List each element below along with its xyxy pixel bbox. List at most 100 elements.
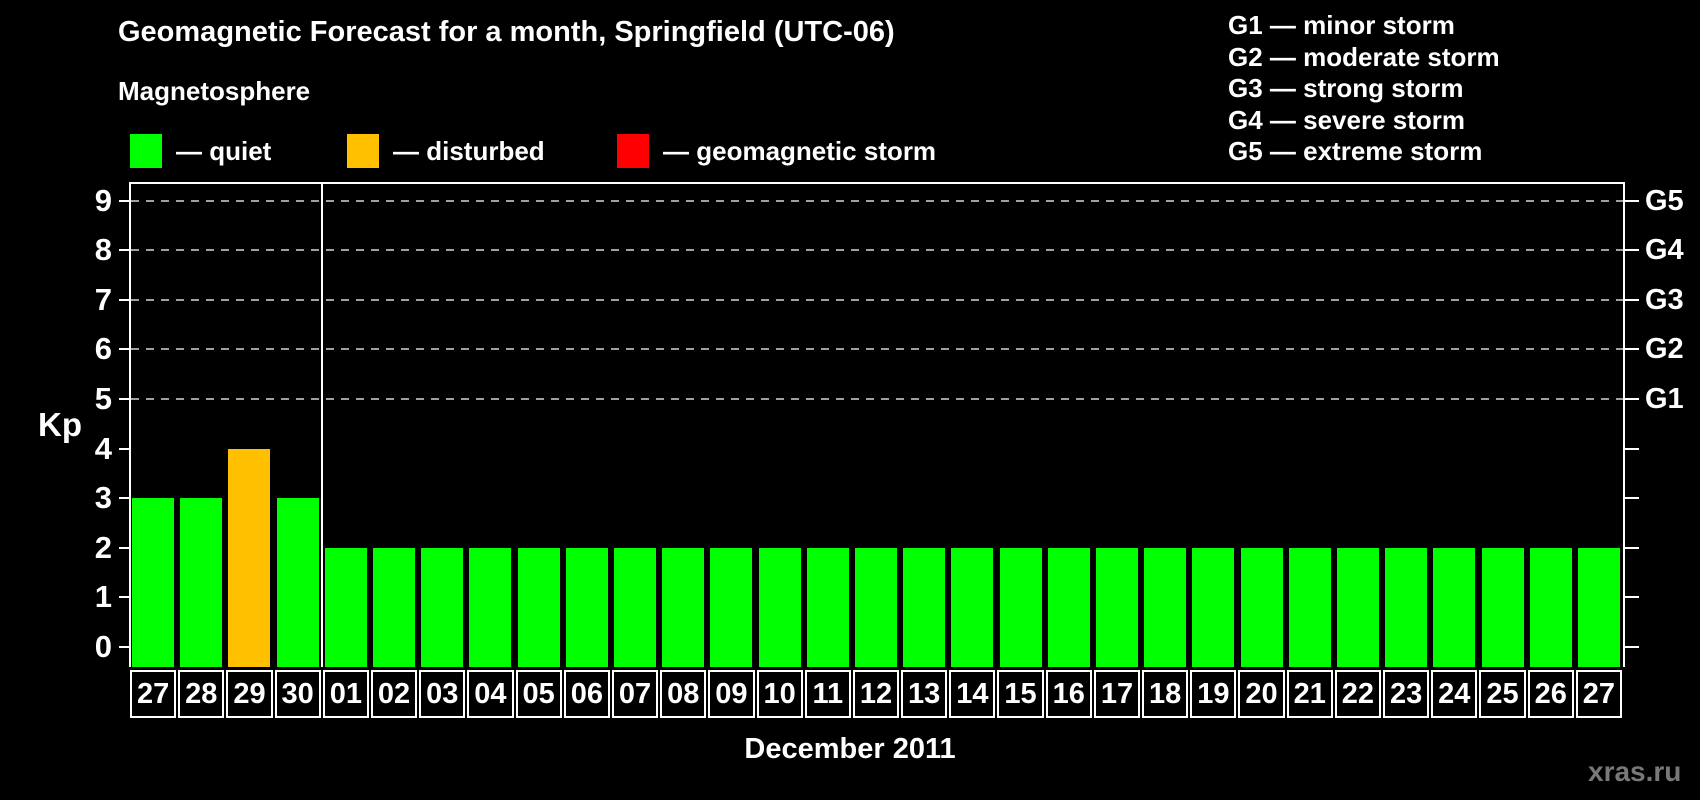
date-label-box: 24 [1431,670,1478,718]
gridline-kp-6 [131,348,1623,351]
date-label-box: 23 [1383,670,1430,718]
kp-bar-day-28 [180,498,223,667]
watermark: xras.ru [1588,756,1682,787]
geomagnetic-storm-color-swatch [617,134,649,168]
y-axis-tick-label: 4 [94,430,112,466]
month-label: December 2011 [744,733,956,765]
kp-bar-day-26 [1529,547,1572,667]
kp-bar-day-09 [710,547,753,667]
right-axis-tick [1625,398,1639,400]
y-axis-tick-label: 1 [94,579,112,615]
date-label-box: 13 [901,670,948,718]
kp-bar-day-12 [855,547,897,667]
g-scale-label-g5: G5 [1645,184,1684,217]
storm-scale-legend-line: G5 — extreme storm [1228,136,1483,167]
disturbed-color-swatch [347,134,379,168]
legend-item-quiet: — quiet [130,134,271,168]
kp-bar-day-27 [1577,547,1620,667]
kp-bar-day-14 [951,547,994,667]
gridline-kp-7 [131,298,1623,301]
y-axis-tick-label: 5 [94,381,112,416]
g-scale-label-g3: G3 [1645,283,1684,316]
y-axis-tick-label: 7 [94,281,112,317]
kp-bar-day-10 [758,547,801,667]
right-axis-tick [1625,646,1639,648]
storm-scale-legend-line: G2 — moderate storm [1228,41,1500,72]
date-label-box: 29 [226,670,273,718]
date-label-box: 10 [756,670,803,718]
date-label-box: 17 [1093,670,1141,718]
date-label-box: 04 [467,670,514,718]
kp-bar-day-25 [1481,547,1524,667]
date-label-box: 06 [563,670,610,718]
date-label-box: 02 [370,670,418,718]
date-label-box: 27 [130,670,177,718]
kp-bar-day-05 [517,547,560,667]
quiet-color-swatch [130,134,162,168]
kp-bar-day-23 [1385,547,1428,667]
y-axis-tick [119,497,129,500]
kp-bar-day-17 [1095,547,1138,667]
y-axis-tick-label: 3 [94,480,112,516]
gridline-kp-9 [131,199,1623,202]
legend-item-label: — disturbed [393,136,545,166]
kp-bar-day-03 [421,547,464,667]
y-axis-tick [119,447,129,450]
right-axis-tick [1625,199,1639,202]
y-axis-tick-label: 9 [94,182,112,218]
date-label-box: 20 [1238,670,1285,718]
storm-scale-legend-line: G1 — minor storm [1228,10,1455,40]
kp-bar-day-30 [276,498,319,667]
kp-bar-day-16 [1047,547,1090,667]
date-label-box: 03 [419,670,466,718]
y-axis-tick [119,199,129,202]
g-scale-label-g4: G4 [1645,234,1684,267]
date-label-box: 14 [949,670,996,718]
kp-bar-day-19 [1192,547,1235,667]
storm-scale-legend-line: G3 — strong storm [1228,73,1464,104]
date-label-box: 16 [1045,670,1092,718]
y-axis-tick [119,249,129,252]
date-label-box: 18 [1142,670,1189,718]
kp-bar-day-08 [662,547,705,667]
right-axis-tick [1625,447,1639,450]
date-label-box: 27 [1575,670,1622,718]
date-label-box: 19 [1190,670,1237,718]
y-axis-tick [119,298,129,301]
legend-heading: Magnetosphere [118,76,311,106]
date-label-box: 09 [708,670,755,718]
kp-bar-day-24 [1433,547,1476,667]
kp-bar-day-01 [324,547,367,667]
kp-axis-label: Kp [38,406,82,443]
kp-bar-day-29 [228,448,271,667]
legend-item-label: — quiet [176,136,272,166]
g-scale-label-g2: G2 [1645,333,1684,366]
right-axis-tick [1625,348,1639,351]
date-label-box: 15 [997,670,1044,718]
date-label-box: 22 [1334,670,1382,718]
legend-item-disturbed: — disturbed [347,134,545,168]
y-axis-tick-label: 0 [94,629,112,664]
date-label-box: 08 [660,670,707,718]
y-axis-tick [119,596,129,599]
y-axis-tick [119,398,129,400]
date-label-box: 30 [274,670,321,718]
y-axis-tick-label: 8 [94,232,112,268]
right-axis-tick [1625,596,1639,599]
kp-bar-day-11 [806,547,849,667]
kp-bar-day-13 [903,547,946,667]
legend-item-geomagnetic-storm: — geomagnetic storm [617,134,936,168]
date-label-box: 21 [1286,670,1333,718]
date-label-box: 25 [1479,670,1526,718]
kp-bar-day-27 [132,498,175,667]
kp-bar-day-20 [1240,547,1283,667]
right-axis-tick [1625,497,1639,500]
right-axis-tick [1625,298,1639,301]
y-axis-tick [119,348,129,351]
right-axis-tick [1625,546,1639,549]
plot-border-left [129,182,131,667]
legend-item-label: — geomagnetic storm [663,136,937,166]
kp-bar-day-22 [1336,547,1379,667]
storm-scale-legend: G1 — minor storm G2 — moderate storm G3 … [1228,10,1500,168]
